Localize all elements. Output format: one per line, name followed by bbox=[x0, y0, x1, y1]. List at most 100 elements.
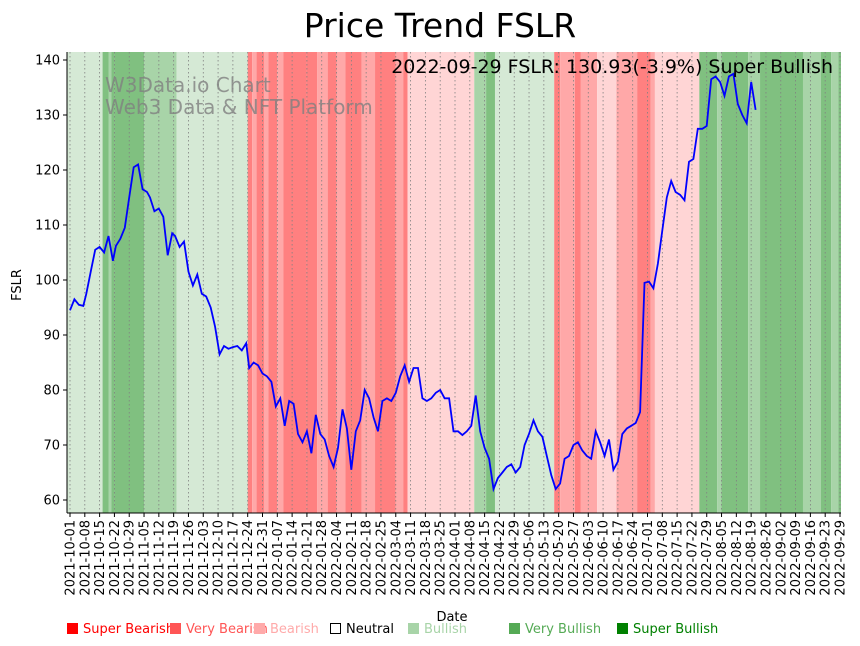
sentiment-band bbox=[597, 52, 617, 513]
sentiment-band bbox=[748, 52, 761, 513]
sentiment-band bbox=[336, 52, 346, 513]
legend-item: Bullish bbox=[408, 622, 467, 637]
x-tick-label: 2021-10-22 bbox=[108, 520, 123, 596]
sentiment-band bbox=[407, 52, 475, 513]
sentiment-band bbox=[327, 52, 337, 513]
legend: Super Bearish Very Bearish Bearish Neutral B… bbox=[67, 622, 718, 637]
x-tick-label: 2022-08-19 bbox=[745, 520, 760, 596]
x-tick-label: 2022-04-15 bbox=[478, 520, 493, 596]
grid-lines bbox=[69, 52, 841, 513]
x-tick-label: 2022-09-29 bbox=[834, 520, 849, 596]
legend-item: Very Bearish bbox=[170, 622, 268, 637]
x-tick-label: 2021-10-15 bbox=[93, 520, 108, 596]
x-tick-label: 2021-11-12 bbox=[152, 520, 167, 596]
legend-label: Very Bearish bbox=[186, 622, 268, 637]
legend-label: Bullish bbox=[424, 622, 467, 637]
watermark-line-2: Web3 Data & NFT Platform bbox=[105, 95, 373, 119]
x-tick-label: 2021-12-10 bbox=[212, 520, 227, 596]
sentiment-band bbox=[574, 52, 581, 513]
x-tick-label: 2022-02-11 bbox=[345, 520, 360, 596]
y-tick-label: 120 bbox=[35, 164, 60, 179]
x-tick-label: 2022-07-15 bbox=[671, 520, 686, 596]
x-tick-label: 2021-10-01 bbox=[64, 520, 79, 596]
sentiment-band bbox=[760, 52, 803, 513]
sentiment-band bbox=[554, 52, 561, 513]
x-tick-label: 2022-09-16 bbox=[804, 520, 819, 596]
legend-label: Super Bullish bbox=[633, 622, 718, 637]
sentiment-band bbox=[838, 52, 841, 513]
legend-swatch bbox=[408, 623, 419, 634]
price-line bbox=[69, 72, 757, 493]
sentiment-band bbox=[560, 52, 575, 513]
sentiment-band bbox=[144, 52, 177, 513]
x-tick-label: 2022-04-22 bbox=[493, 520, 508, 596]
x-tick-label: 2021-12-17 bbox=[226, 520, 241, 596]
sentiment-band bbox=[721, 52, 749, 513]
x-tick-label: 2021-12-31 bbox=[256, 520, 271, 596]
legend-swatch bbox=[170, 623, 181, 634]
x-tick-label: 2022-08-05 bbox=[715, 520, 730, 596]
sentiment-band bbox=[616, 52, 638, 513]
x-tick-label: 2021-12-24 bbox=[241, 520, 256, 596]
sentiment-band bbox=[256, 52, 264, 513]
x-tick-label: 2022-01-07 bbox=[271, 520, 286, 596]
x-tick-label: 2022-02-25 bbox=[374, 520, 389, 596]
legend-label: Bearish bbox=[270, 622, 319, 637]
x-tick-label: 2022-05-13 bbox=[537, 520, 552, 596]
sentiment-band bbox=[306, 52, 318, 513]
x-tick-label: 2022-05-20 bbox=[552, 520, 567, 596]
sentiment-band bbox=[831, 52, 839, 513]
sentiment-band bbox=[108, 52, 112, 513]
x-tick-label: 2022-04-08 bbox=[463, 520, 478, 596]
sentiment-band bbox=[699, 52, 718, 513]
sentiment-band bbox=[263, 52, 269, 513]
sentiment-band bbox=[317, 52, 328, 513]
sentiment-band bbox=[395, 52, 404, 513]
x-tick-label: 2022-06-03 bbox=[582, 520, 597, 596]
x-tick-label: 2022-07-01 bbox=[641, 520, 656, 596]
y-tick-label: 70 bbox=[43, 439, 60, 454]
sentiment-band bbox=[650, 52, 655, 513]
sentiment-band bbox=[375, 52, 396, 513]
sentiment-band bbox=[268, 52, 278, 513]
sentiment-band bbox=[494, 52, 555, 513]
sentiment-band bbox=[403, 52, 408, 513]
x-tick-label: 2022-04-29 bbox=[508, 520, 523, 596]
sentiment-band bbox=[277, 52, 284, 513]
sentiment-band bbox=[361, 52, 376, 513]
legend-label: Super Bearish bbox=[83, 622, 174, 637]
sentiment-band bbox=[283, 52, 307, 513]
y-tick-label: 90 bbox=[43, 329, 60, 344]
y-tick-label: 130 bbox=[35, 109, 60, 124]
x-tick-label: 2022-07-08 bbox=[656, 520, 671, 596]
x-tick-label: 2022-04-01 bbox=[449, 520, 464, 596]
sentiment-band bbox=[717, 52, 722, 513]
x-tick-label: 2022-01-14 bbox=[286, 520, 301, 596]
x-tick-label: 2022-01-21 bbox=[300, 520, 315, 596]
sentiment-band bbox=[252, 52, 257, 513]
y-tick-label: 140 bbox=[35, 54, 60, 69]
x-tick-label: 2022-08-26 bbox=[759, 520, 774, 596]
x-tick-label: 2022-09-09 bbox=[789, 520, 804, 596]
y-tick-label: 110 bbox=[35, 219, 60, 234]
sentiment-band bbox=[102, 52, 109, 513]
sentiment-band bbox=[580, 52, 598, 513]
x-tick-label: 2022-06-24 bbox=[626, 520, 641, 596]
x-tick-label: 2021-10-08 bbox=[78, 520, 93, 596]
sentiment-band bbox=[802, 52, 821, 513]
x-axis-label: Date bbox=[436, 610, 467, 625]
x-tick-label: 2022-09-23 bbox=[819, 520, 834, 596]
sentiment-bands bbox=[67, 52, 841, 513]
x-tick-label: 2021-12-03 bbox=[197, 520, 212, 596]
legend-label: Neutral bbox=[346, 622, 394, 637]
legend-item: Super Bullish bbox=[617, 622, 718, 637]
x-tick-label: 2022-03-11 bbox=[404, 520, 419, 596]
x-tick-label: 2021-11-26 bbox=[182, 520, 197, 596]
x-tick-label: 2022-05-06 bbox=[523, 520, 538, 596]
x-tick-label: 2022-09-02 bbox=[774, 520, 789, 596]
y-axis-label: FSLR bbox=[10, 269, 25, 301]
sentiment-band bbox=[111, 52, 115, 513]
legend-item: Very Bullish bbox=[509, 622, 601, 637]
watermark-line-1: W3Data.io Chart bbox=[105, 73, 271, 97]
